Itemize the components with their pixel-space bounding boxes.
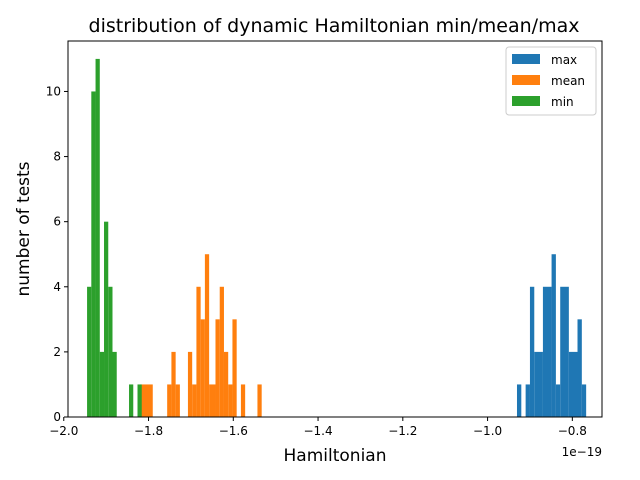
x-tick-label: −1.0 <box>473 424 502 438</box>
y-tick-label: 2 <box>53 345 61 359</box>
max-bar-8 <box>568 351 578 417</box>
max-bar-3 <box>534 351 543 417</box>
x-tick-label: −1.6 <box>219 424 248 438</box>
x-axis-ticks: −2.0 −1.8 −1.6 −1.4 −1.2 −1.0 −0.8 <box>49 417 587 438</box>
x-tick-label: −2.0 <box>49 424 78 438</box>
legend: max mean min <box>505 46 597 116</box>
max-bar-4 <box>542 286 552 417</box>
max-bar-6 <box>555 384 561 417</box>
max-bar-7 <box>560 286 569 417</box>
legend-label-mean: mean <box>551 74 585 88</box>
min-bar-5 <box>108 286 113 417</box>
min-bar-3 <box>99 351 105 417</box>
plot-frame <box>67 40 603 418</box>
legend-items: max mean min <box>512 53 585 109</box>
max-bar-0 <box>516 384 522 417</box>
x-axis-offset-label: 1e−19 <box>562 445 602 459</box>
x-tick-label: −0.8 <box>558 424 587 438</box>
legend-label-min: min <box>551 95 574 109</box>
mean-bar-3 <box>175 384 180 417</box>
chart-title: distribution of dynamic Hamiltonian min/… <box>89 15 580 37</box>
max-bar-2 <box>529 286 535 417</box>
x-tick-label: −1.8 <box>134 424 163 438</box>
y-tick-label: 6 <box>53 215 61 229</box>
mean-bar-7 <box>200 319 205 417</box>
legend-swatch-mean <box>512 75 540 85</box>
mean-bar-1 <box>167 384 172 417</box>
mean-bar-8 <box>204 254 210 417</box>
min-bar-8 <box>137 384 142 417</box>
x-tick-label: −1.4 <box>303 424 332 438</box>
legend-label-max: max <box>551 53 577 67</box>
y-axis-label: number of tests <box>14 161 34 296</box>
min-bar-7 <box>129 384 134 417</box>
mean-bar-12 <box>223 351 229 417</box>
max-bar-10 <box>581 384 587 417</box>
max-bar-1 <box>525 384 530 417</box>
y-tick-label: 0 <box>53 410 61 424</box>
mean-bar-15 <box>240 384 246 417</box>
mean-bar-14 <box>232 319 237 417</box>
min-bar-4 <box>104 221 109 417</box>
y-tick-label: 8 <box>53 150 61 164</box>
mean-bar-2 <box>171 351 176 417</box>
min-bar-6 <box>112 351 117 417</box>
mean-bar-5 <box>192 384 197 417</box>
mean-bar-13 <box>228 384 233 417</box>
legend-swatch-max <box>512 54 540 64</box>
mean-bar-16 <box>257 384 262 417</box>
mean-bar-10 <box>215 319 220 417</box>
y-tick-label: 4 <box>53 280 61 294</box>
mean-bar-6 <box>196 286 201 417</box>
x-tick-label: −1.2 <box>388 424 417 438</box>
y-tick-label: 10 <box>46 84 61 98</box>
min-bar-2 <box>95 58 100 418</box>
x-axis-label: Hamiltonian <box>284 446 387 466</box>
mean-bar-0 <box>140 384 153 417</box>
mean-bar-11 <box>219 286 224 417</box>
min-bar-1 <box>91 91 96 418</box>
bars-layer <box>87 58 587 418</box>
mean-bar-4 <box>187 351 193 417</box>
max-bar-5 <box>551 254 556 417</box>
legend-swatch-min <box>512 96 540 106</box>
y-axis-ticks: 0 2 4 6 8 10 <box>46 84 68 424</box>
max-bar-9 <box>577 319 582 417</box>
mean-bar-9 <box>209 384 216 417</box>
min-bar-0 <box>87 286 92 417</box>
